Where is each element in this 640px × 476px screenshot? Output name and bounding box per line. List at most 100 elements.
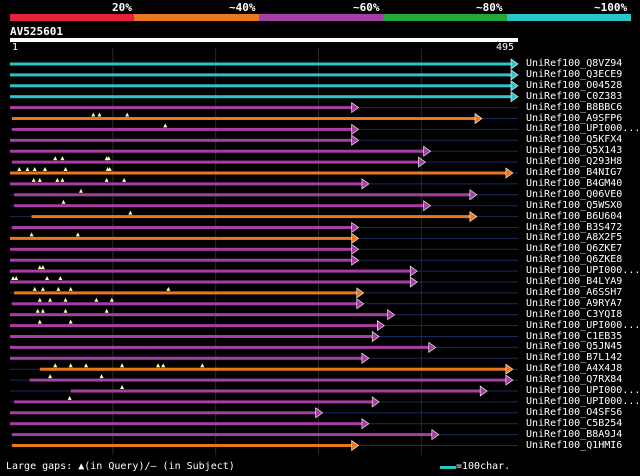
- query-gap-marker-icon: [163, 123, 168, 128]
- hit-label[interactable]: UniRef100_B6U604: [526, 210, 623, 222]
- hit-bar[interactable]: [10, 335, 374, 338]
- hit-label[interactable]: UniRef100_A9RYA7: [526, 297, 623, 309]
- hit-bar[interactable]: [10, 313, 389, 317]
- query-gap-marker-icon: [60, 156, 65, 161]
- hit-label[interactable]: UniRef100_UPI000...: [526, 395, 640, 407]
- query-gap-marker-icon: [161, 363, 166, 368]
- hit-label[interactable]: UniRef100_B7L142: [526, 352, 623, 364]
- hit-bar[interactable]: [14, 204, 425, 208]
- hit-label[interactable]: UniRef100_A4X4J8: [526, 363, 623, 375]
- hit-label[interactable]: UniRef100_Q7RX84: [526, 374, 623, 386]
- hit-label[interactable]: UniRef100_Q6ZKE7: [526, 243, 623, 255]
- query-gap-marker-icon: [63, 167, 68, 171]
- hit-bar[interactable]: [14, 291, 358, 295]
- hit-bar[interactable]: [12, 302, 358, 306]
- hit-track: [10, 276, 518, 288]
- hit-bar[interactable]: [10, 280, 412, 284]
- hit-bar[interactable]: [14, 193, 471, 197]
- hit-bar[interactable]: [10, 411, 317, 415]
- hit-label[interactable]: UniRef100_A6SSH7: [526, 286, 623, 298]
- hit-label[interactable]: UniRef100_O4SFS6: [526, 406, 623, 418]
- hit-bar[interactable]: [12, 433, 433, 437]
- hit-bar[interactable]: [12, 117, 477, 120]
- hit-track: [10, 352, 518, 364]
- hit-bar[interactable]: [10, 324, 379, 328]
- hit-bar[interactable]: [14, 400, 374, 404]
- hit-bar[interactable]: [10, 269, 412, 273]
- query-gap-marker-icon: [97, 112, 102, 117]
- hit-label[interactable]: UniRef100_UPI000...: [526, 385, 640, 396]
- hit-arrow-icon: [505, 167, 514, 179]
- hit-bar[interactable]: [10, 356, 363, 360]
- hit-track: [10, 221, 518, 234]
- hit-bar[interactable]: [10, 258, 353, 262]
- hit-track: [10, 243, 518, 255]
- hit-label[interactable]: UniRef100_C3YQI8: [526, 308, 623, 320]
- hit-track: [10, 385, 518, 397]
- hit-track: [10, 418, 518, 430]
- hit-bar[interactable]: [10, 236, 353, 240]
- hit-label[interactable]: UniRef100_B4LYA9: [526, 276, 623, 287]
- hit-label[interactable]: UniRef100_UPI000...: [526, 319, 640, 331]
- query-gap-marker-icon: [166, 286, 171, 291]
- hit-bar[interactable]: [12, 127, 353, 131]
- hit-track: [10, 177, 518, 190]
- query-gap-marker-icon: [42, 167, 47, 171]
- hit-bar[interactable]: [10, 95, 512, 99]
- hit-label[interactable]: UniRef100_Q6ZKE8: [526, 254, 623, 266]
- hit-label[interactable]: UniRef100_B4NIG7: [526, 167, 623, 178]
- hit-label[interactable]: UniRef100_UPI000...: [526, 123, 640, 135]
- hit-arrow-icon: [423, 145, 432, 157]
- hit-bar[interactable]: [12, 444, 353, 447]
- hit-arrow-icon: [361, 352, 370, 364]
- hit-bar[interactable]: [39, 367, 507, 371]
- hit-bar[interactable]: [10, 422, 363, 426]
- hit-label[interactable]: UniRef100_B4GM40: [526, 177, 623, 189]
- hit-bar[interactable]: [29, 378, 507, 382]
- hit-label[interactable]: UniRef100_UPI000...: [526, 265, 640, 277]
- hit-label[interactable]: UniRef100_B8BBC6: [526, 101, 623, 113]
- hit-bar[interactable]: [10, 149, 425, 153]
- hit-label[interactable]: UniRef100_A9SFP6: [526, 112, 623, 124]
- hit-arrow-icon: [361, 418, 370, 430]
- hit-arrow-icon: [351, 221, 360, 234]
- hit-label[interactable]: UniRef100_B8A9J4: [526, 428, 623, 440]
- hit-track: [10, 286, 518, 299]
- hit-bar[interactable]: [10, 73, 512, 77]
- hit-arrow-icon: [505, 363, 514, 375]
- hit-bar[interactable]: [10, 84, 512, 88]
- hit-bar[interactable]: [10, 182, 363, 186]
- hit-bar[interactable]: [70, 389, 482, 393]
- hit-bar[interactable]: [10, 247, 353, 251]
- query-gap-marker-icon: [25, 167, 30, 171]
- hit-label[interactable]: UniRef100_Q5WSX0: [526, 199, 623, 211]
- hit-bar[interactable]: [12, 226, 353, 229]
- hit-label[interactable]: UniRef100_Q1HMI6: [526, 439, 623, 451]
- hit-label[interactable]: UniRef100_O04528: [526, 79, 623, 91]
- hit-bar[interactable]: [10, 345, 430, 349]
- hit-label[interactable]: UniRef100_Q3ECE9: [526, 68, 623, 80]
- hit-label[interactable]: UniRef100_A8X2F5: [526, 232, 623, 244]
- hit-label[interactable]: UniRef100_Q5KFX4: [526, 134, 623, 146]
- hit-label[interactable]: UniRef100_C5B254: [526, 417, 623, 429]
- hit-track: [10, 167, 518, 179]
- hit-label[interactable]: UniRef100_Q5JN45: [526, 341, 623, 353]
- hit-track: [10, 330, 518, 343]
- hit-label[interactable]: UniRef100_C1EB35: [526, 330, 623, 342]
- hit-label[interactable]: UniRef100_B3S472: [526, 221, 623, 233]
- hit-bar[interactable]: [10, 138, 353, 142]
- hit-bar[interactable]: [10, 62, 512, 66]
- hit-label[interactable]: UniRef100_C0Z383: [526, 90, 623, 102]
- hit-label[interactable]: UniRef100_Q8VZ94: [526, 58, 623, 69]
- query-gap-marker-icon: [128, 210, 133, 215]
- hit-label[interactable]: UniRef100_Q5X143: [526, 145, 623, 157]
- hit-label[interactable]: UniRef100_Q06VE0: [526, 188, 623, 200]
- hit-bar[interactable]: [10, 171, 507, 175]
- hit-bar[interactable]: [31, 215, 471, 219]
- hit-track: [10, 341, 518, 353]
- hit-bar[interactable]: [12, 160, 420, 164]
- hit-label[interactable]: UniRef100_Q293H8: [526, 156, 623, 168]
- query-gap-marker-icon: [120, 385, 125, 389]
- hit-bar[interactable]: [10, 106, 353, 110]
- query-gap-marker-icon: [75, 232, 80, 237]
